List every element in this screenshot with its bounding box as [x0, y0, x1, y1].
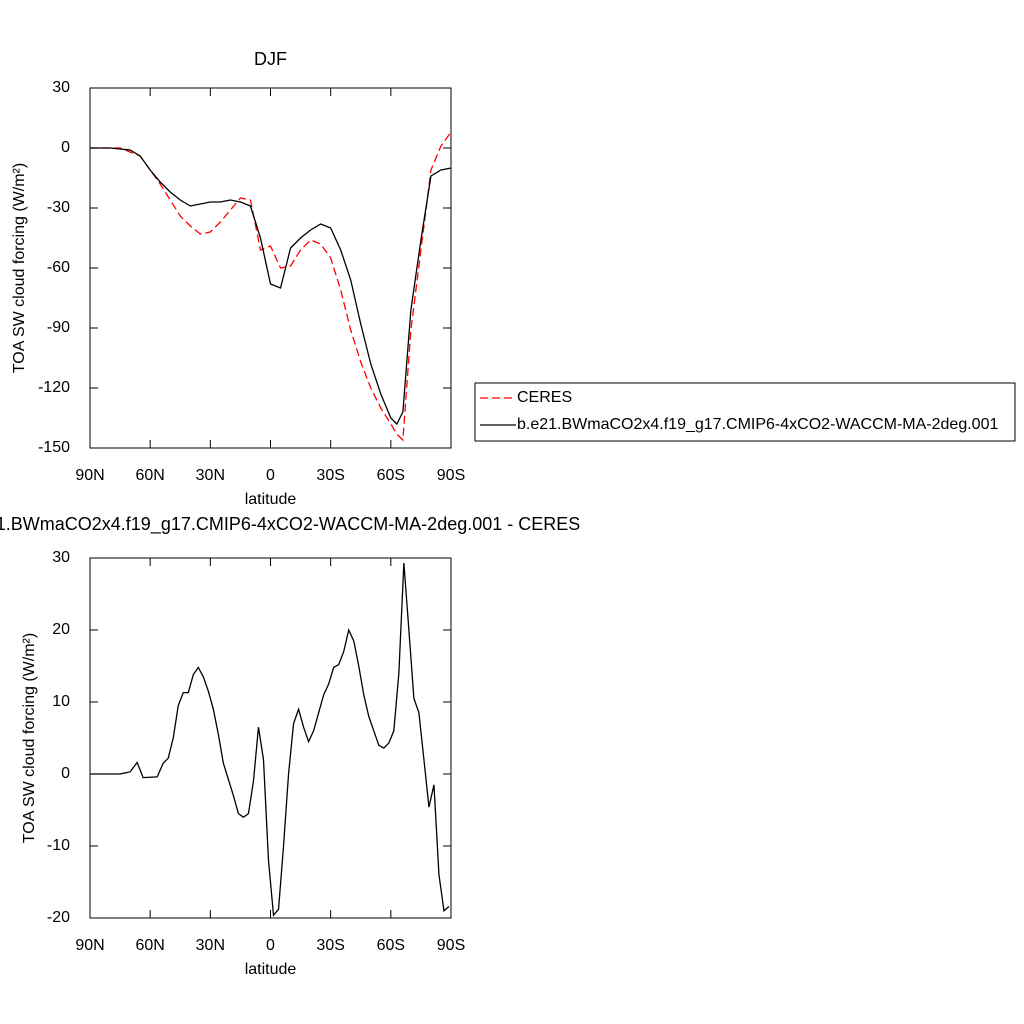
plot-frame — [89, 87, 452, 449]
x-axis-label: latitude — [245, 961, 297, 978]
x-axis-label: latitude — [245, 491, 297, 508]
y-tick-label: 0 — [61, 765, 70, 782]
y-tick-label: -30 — [47, 199, 70, 216]
x-tick-label: 90S — [437, 467, 465, 484]
plot-frame — [89, 557, 452, 919]
x-tick-label: 90N — [75, 937, 104, 954]
y-tick-label: -60 — [47, 259, 70, 276]
x-tick-label: 30S — [316, 467, 344, 484]
x-tick-label: 60N — [135, 937, 164, 954]
chart-title: b.e21.BWmaCO2x4.f19_g17.CMIP6-4xCO2-WACC… — [0, 514, 580, 535]
y-tick-label: -20 — [47, 909, 70, 926]
y-tick-label: -10 — [47, 837, 70, 854]
y-tick-label: -120 — [38, 379, 70, 396]
chart-title: DJF — [254, 49, 287, 69]
x-tick-label: 30N — [196, 937, 225, 954]
x-tick-label: 90S — [437, 937, 465, 954]
y-axis-label: TOA SW cloud forcing (W/m²) — [11, 163, 28, 373]
y-tick-label: -150 — [38, 439, 70, 456]
x-tick-label: 30S — [316, 937, 344, 954]
data-line — [90, 147, 452, 426]
x-tick-label: 60S — [377, 937, 405, 954]
y-tick-label: 0 — [61, 139, 70, 156]
data-line — [90, 131, 452, 442]
x-tick-label: 30N — [196, 467, 225, 484]
x-tick-label: 60S — [377, 467, 405, 484]
y-tick-label: 10 — [52, 693, 70, 710]
x-tick-label: 0 — [266, 937, 275, 954]
y-tick-label: 20 — [52, 621, 70, 638]
legend-label: CERES — [517, 389, 572, 406]
data-line — [90, 562, 450, 917]
x-tick-label: 60N — [135, 467, 164, 484]
legend-box — [474, 382, 1016, 442]
y-tick-label: 30 — [52, 549, 70, 566]
x-tick-label: 90N — [75, 467, 104, 484]
y-axis-label: TOA SW cloud forcing (W/m²) — [21, 633, 38, 843]
y-tick-label: 30 — [52, 79, 70, 96]
x-tick-label: 0 — [266, 467, 275, 484]
y-tick-label: -90 — [47, 319, 70, 336]
legend-label: b.e21.BWmaCO2x4.f19_g17.CMIP6-4xCO2-WACC… — [517, 416, 998, 433]
